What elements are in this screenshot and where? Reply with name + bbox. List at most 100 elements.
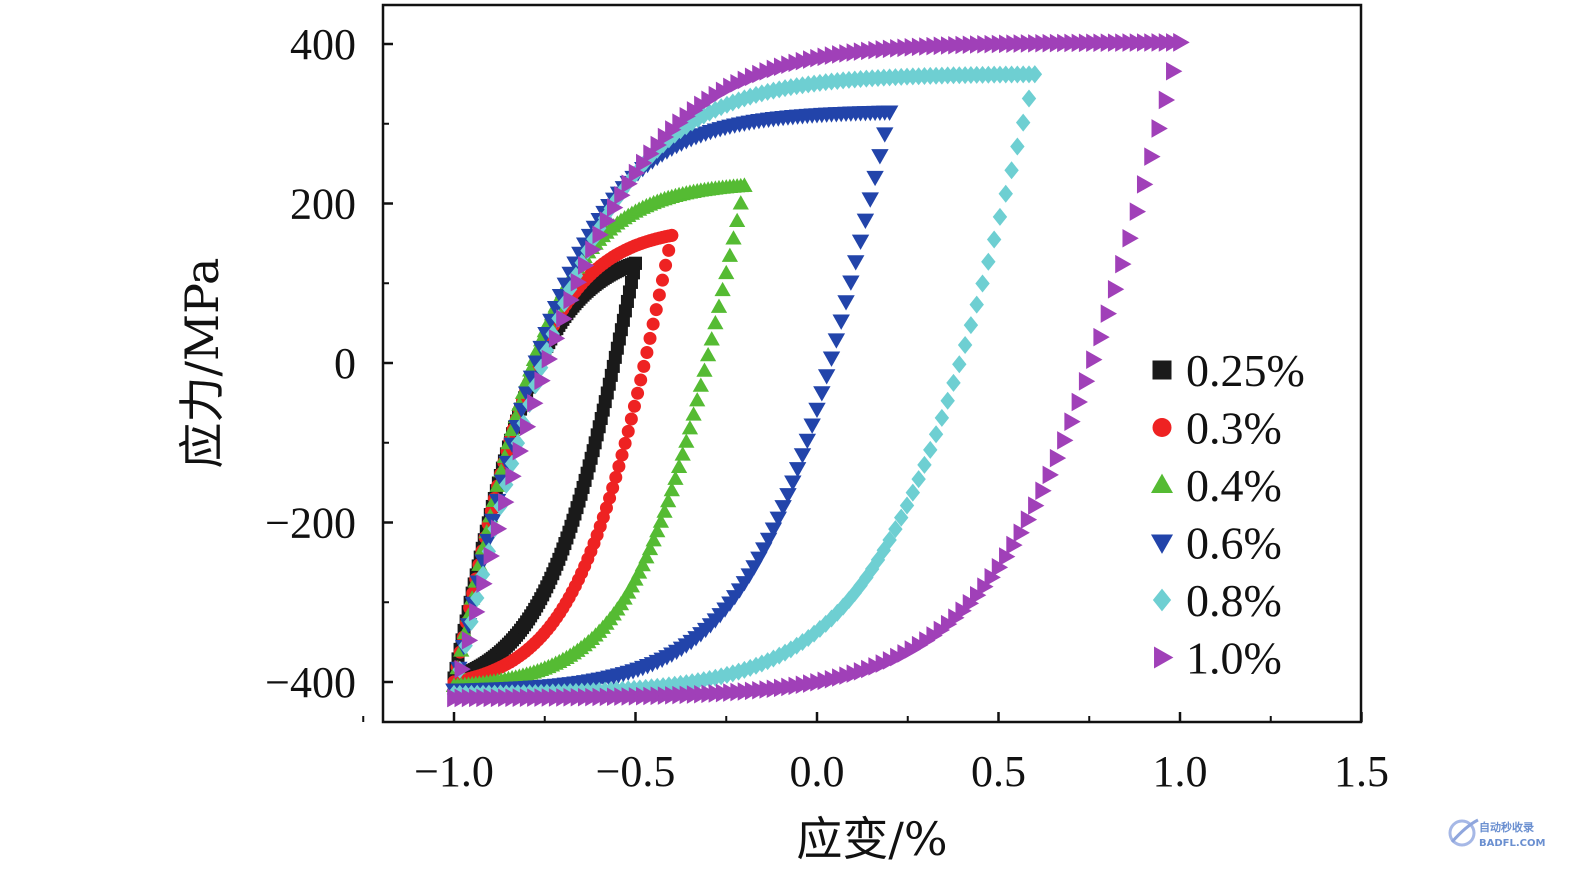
y-tick-label: −400 <box>265 658 356 707</box>
data-point <box>773 678 791 698</box>
legend: 0.25% 0.3% 0.4% 0.6% 0.8% 1.0% <box>1150 345 1305 684</box>
data-point <box>1122 228 1139 248</box>
data-point <box>992 207 1008 226</box>
data-point <box>795 675 813 695</box>
data-point <box>1042 465 1059 485</box>
legend-label: 0.25% <box>1186 345 1305 396</box>
data-point <box>798 433 817 450</box>
data-point <box>1021 89 1037 108</box>
legend-marker <box>1152 418 1172 437</box>
data-point <box>1093 327 1110 347</box>
data-point <box>659 258 673 272</box>
data-point <box>655 273 669 287</box>
data-point <box>772 646 787 665</box>
data-point <box>729 212 746 228</box>
data-point <box>766 649 781 668</box>
data-point <box>606 481 620 495</box>
data-point <box>1158 90 1176 110</box>
data-point <box>614 185 631 205</box>
data-point <box>832 314 850 330</box>
data-point <box>649 303 663 317</box>
data-point <box>714 281 731 297</box>
data-point <box>745 560 763 576</box>
data-point <box>718 264 735 280</box>
data-point <box>788 462 807 478</box>
data-point <box>737 682 754 701</box>
data-point <box>779 488 797 504</box>
data-point <box>864 559 880 578</box>
data-point <box>563 290 580 310</box>
data-point <box>810 672 827 692</box>
data-point <box>681 420 699 435</box>
data-point <box>1015 113 1031 132</box>
data-point <box>963 316 979 335</box>
data-point <box>876 127 894 143</box>
y-tick-label: 0 <box>334 339 356 388</box>
data-point <box>991 558 1009 577</box>
data-point <box>806 624 822 643</box>
data-point <box>871 149 889 165</box>
data-point <box>1100 304 1117 323</box>
data-point <box>827 333 846 349</box>
data-point <box>934 408 950 427</box>
data-point <box>803 418 821 434</box>
data-point <box>999 547 1016 566</box>
data-point <box>946 373 961 392</box>
data-point <box>822 351 841 367</box>
data-point <box>774 500 792 516</box>
data-point <box>652 288 666 302</box>
x-axis-title: 应变/% <box>796 812 947 866</box>
data-point <box>740 568 758 584</box>
data-point <box>599 211 617 230</box>
data-point <box>725 93 740 112</box>
data-point <box>1144 147 1161 166</box>
data-point <box>801 628 816 647</box>
data-point <box>510 434 526 453</box>
data-point <box>527 393 544 413</box>
data-point <box>634 373 648 387</box>
legend-marker <box>1152 360 1172 380</box>
data-point <box>812 619 828 638</box>
y-axis-title: 应力/MPa <box>175 258 229 469</box>
data-point <box>769 511 787 527</box>
legend-label: 0.3% <box>1186 403 1282 454</box>
data-point <box>764 522 783 538</box>
data-point <box>1151 119 1168 138</box>
data-point <box>498 492 515 512</box>
data-point <box>585 240 602 259</box>
data-point <box>685 406 702 421</box>
y-tick-labels: −400 −200 0 200 400 <box>265 20 356 707</box>
data-point <box>643 331 657 345</box>
data-point <box>684 113 700 132</box>
data-point <box>847 583 862 602</box>
x-tick-label: −0.5 <box>596 747 676 796</box>
data-point <box>479 533 497 550</box>
watermark-swoosh-icon <box>1450 818 1479 843</box>
legend-marker <box>1150 534 1174 554</box>
data-point <box>984 568 1001 587</box>
data-point <box>1006 535 1023 555</box>
data-point <box>631 386 645 400</box>
data-point <box>853 576 868 595</box>
data-point <box>670 458 688 473</box>
data-point <box>824 669 842 689</box>
legend-label: 1.0% <box>1186 633 1282 684</box>
data-point <box>1086 350 1103 369</box>
data-point <box>737 660 752 679</box>
tick-layer <box>362 42 1363 722</box>
data-point <box>923 440 938 459</box>
data-point <box>975 274 990 293</box>
data-point <box>689 392 706 407</box>
data-point <box>621 174 638 194</box>
data-point <box>703 331 720 346</box>
data-point <box>517 386 536 402</box>
data-point <box>1020 510 1038 529</box>
x-tick-label: 0.5 <box>971 747 1026 796</box>
data-point <box>969 295 984 314</box>
data-point <box>832 668 849 687</box>
data-point <box>847 255 865 271</box>
watermark-line1: 自动秒收录 <box>1479 820 1534 834</box>
data-point <box>541 349 558 369</box>
